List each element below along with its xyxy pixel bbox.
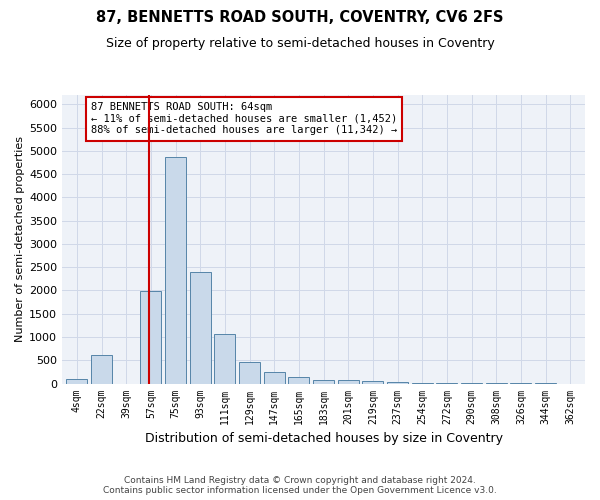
Bar bbox=[264, 372, 285, 384]
X-axis label: Distribution of semi-detached houses by size in Coventry: Distribution of semi-detached houses by … bbox=[145, 432, 503, 445]
Bar bbox=[289, 377, 310, 384]
Bar bbox=[313, 380, 334, 384]
Bar bbox=[338, 380, 359, 384]
Text: 87, BENNETTS ROAD SOUTH, COVENTRY, CV6 2FS: 87, BENNETTS ROAD SOUTH, COVENTRY, CV6 2… bbox=[96, 10, 504, 25]
Bar bbox=[362, 381, 383, 384]
Text: Contains HM Land Registry data © Crown copyright and database right 2024.
Contai: Contains HM Land Registry data © Crown c… bbox=[103, 476, 497, 495]
Bar bbox=[214, 334, 235, 384]
Bar bbox=[387, 382, 408, 384]
Bar bbox=[67, 380, 88, 384]
Bar bbox=[239, 362, 260, 384]
Bar bbox=[190, 272, 211, 384]
Y-axis label: Number of semi-detached properties: Number of semi-detached properties bbox=[15, 136, 25, 342]
Bar bbox=[91, 355, 112, 384]
Bar bbox=[140, 292, 161, 384]
Text: Size of property relative to semi-detached houses in Coventry: Size of property relative to semi-detach… bbox=[106, 38, 494, 51]
Text: 87 BENNETTS ROAD SOUTH: 64sqm
← 11% of semi-detached houses are smaller (1,452)
: 87 BENNETTS ROAD SOUTH: 64sqm ← 11% of s… bbox=[91, 102, 397, 136]
Bar bbox=[165, 157, 186, 384]
